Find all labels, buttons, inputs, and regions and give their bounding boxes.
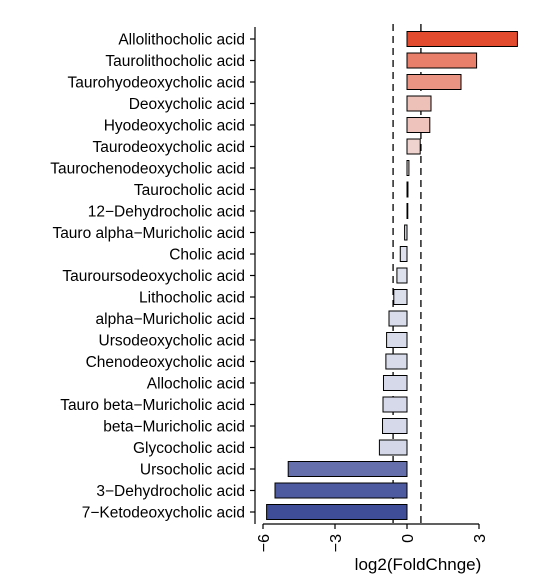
category-label-3-dehydrocholic-acid: 3−Dehydrocholic acid [96, 483, 245, 500]
bar-taurochenodeoxycholic-acid [406, 160, 410, 176]
bar-ursocholic-acid [287, 461, 408, 477]
bar-allocholic-acid [382, 375, 408, 391]
bars [266, 31, 518, 520]
category-label-taurohyodeoxycholic-acid: Taurohyodeoxycholic acid [68, 75, 246, 92]
bar-tauro-beta-muricholic-acid [382, 396, 408, 413]
bar-glycocholic-acid [378, 439, 408, 456]
bar-taurodeoxycholic-acid [406, 138, 421, 155]
category-label-tauro-beta-muricholic-acid: Tauro beta−Muricholic acid [60, 397, 245, 414]
bar-7-ketodeoxycholic-acid [266, 504, 408, 520]
bar-taurocholic-acid [406, 181, 409, 198]
category-label-lithocholic-acid: Lithocholic acid [139, 290, 245, 307]
x-tick-label: −6 [256, 534, 273, 552]
bar-cholic-acid [399, 246, 408, 262]
category-label-taurochenodeoxycholic-acid: Taurochenodeoxycholic acid [50, 161, 245, 178]
category-label-chenodeoxycholic-acid: Chenodeoxycholic acid [86, 354, 245, 371]
bar-taurolithocholic-acid [406, 52, 478, 69]
category-label-deoxycholic-acid: Deoxycholic acid [129, 96, 245, 113]
bar-deoxycholic-acid [406, 95, 432, 112]
bar-taurohyodeoxycholic-acid [406, 74, 462, 90]
bar-ursodeoxycholic-acid [386, 332, 408, 348]
category-label-beta-muricholic-acid: beta−Muricholic acid [103, 419, 245, 436]
category-label-tauroursodeoxycholic-acid: Tauroursodeoxycholic acid [62, 268, 245, 285]
category-label-taurodeoxycholic-acid: Taurodeoxycholic acid [92, 139, 245, 156]
category-label-hyodeoxycholic-acid: Hyodeoxycholic acid [104, 118, 245, 135]
bar-beta-muricholic-acid [382, 418, 408, 434]
bar-12-dehydrocholic-acid [406, 203, 409, 219]
bar-hyodeoxycholic-acid [406, 117, 431, 133]
x-tick-label: 0 [400, 534, 417, 543]
x-tick-label: −3 [328, 534, 345, 552]
category-label-tauro-alpha-muricholic-acid: Tauro alpha−Muricholic acid [52, 225, 245, 242]
category-label-12-dehydrocholic-acid: 12−Dehydrocholic acid [88, 204, 245, 221]
bar-allolithocholic-acid [406, 31, 518, 47]
bar-lithocholic-acid [393, 289, 408, 305]
x-axis-title: log2(FoldChnge) [355, 555, 482, 574]
category-label-allolithocholic-acid: Allolithocholic acid [118, 32, 245, 49]
category-label-taurocholic-acid: Taurocholic acid [134, 182, 245, 199]
category-label-ursodeoxycholic-acid: Ursodeoxycholic acid [99, 333, 245, 350]
category-label-7-ketodeoxycholic-acid: 7−Ketodeoxycholic acid [82, 505, 245, 522]
x-tick-label: 3 [472, 534, 489, 543]
bar-tauroursodeoxycholic-acid [396, 267, 408, 284]
category-label-taurolithocholic-acid: Taurolithocholic acid [105, 53, 245, 70]
category-label-allocholic-acid: Allocholic acid [147, 376, 245, 393]
bar-chenodeoxycholic-acid [385, 353, 408, 370]
y-axis: Allolithocholic acid Taurolithocholic aci… [50, 27, 256, 524]
bar-3-dehydrocholic-acid [274, 482, 408, 499]
bar-alpha-muricholic-acid [388, 310, 408, 327]
x-axis: −6 −3 0 3 [256, 523, 489, 552]
category-label-cholic-acid: Cholic acid [169, 247, 245, 264]
bar-tauro-alpha-muricholic-acid [404, 224, 408, 241]
category-label-glycocholic-acid: Glycocholic acid [133, 440, 245, 457]
category-label-ursocholic-acid: Ursocholic acid [140, 462, 245, 479]
category-label-alpha-muricholic-acid: alpha−Muricholic acid [96, 311, 245, 328]
